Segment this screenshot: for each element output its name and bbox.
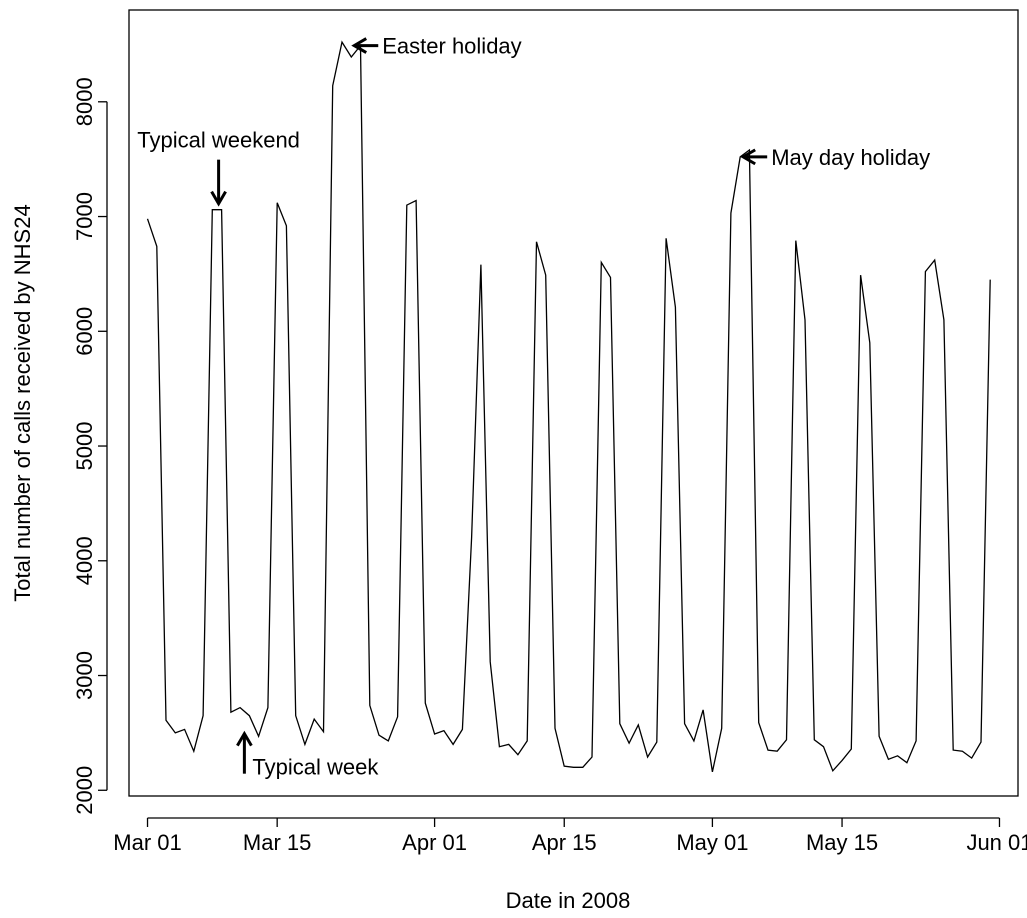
annotation-arrow-head: [210, 190, 227, 207]
series-layer: [146, 40, 991, 773]
y-tick-label: 4000: [72, 536, 97, 585]
x-axis-label: Date in 2008: [506, 888, 631, 913]
x-tick-label: Apr 01: [402, 830, 467, 855]
plot-frame: [128, 9, 1019, 797]
annotation-label: Typical week: [252, 755, 379, 780]
y-tick-label: 7000: [72, 192, 97, 241]
annotation-layer: Easter holiday Typical weekend May day hol…: [137, 34, 930, 780]
x-tick-label: May 15: [806, 830, 878, 855]
y-axis: 2000 3000 4000 5000 6000 7000 8000: [72, 77, 108, 815]
annotation-label: Typical weekend: [137, 128, 300, 153]
annotation-arrow-head: [236, 730, 253, 747]
y-tick-label: 3000: [72, 651, 97, 700]
x-axis: Mar 01 Mar 15 Apr 01 Apr 15 May 01 May 15 Jun …: [113, 817, 1027, 855]
annotation-label: May day holiday: [771, 145, 930, 170]
y-tick-label: 2000: [72, 766, 97, 815]
x-tick-label: Mar 15: [243, 830, 311, 855]
x-tick-label: May 01: [676, 830, 748, 855]
x-tick-label: Apr 15: [532, 830, 597, 855]
annotation-arrow-head: [351, 37, 368, 54]
x-tick-label: Mar 01: [113, 830, 181, 855]
y-axis-label: Total number of calls received by NHS24: [10, 204, 35, 601]
y-tick-label: 5000: [72, 422, 97, 471]
y-tick-label: 6000: [72, 307, 97, 356]
y-tick-label: 8000: [72, 77, 97, 126]
series-line-0: [146, 40, 991, 773]
x-tick-label: Jun 01: [966, 830, 1027, 855]
annotation-arrow-head: [740, 148, 756, 166]
annotation-label: Easter holiday: [382, 34, 521, 59]
